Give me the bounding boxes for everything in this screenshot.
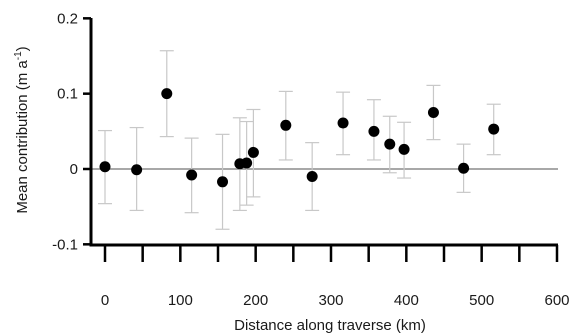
data-point-2 xyxy=(161,88,173,100)
data-point-7 xyxy=(247,146,259,158)
data-point-3 xyxy=(186,169,198,181)
y-tick-label-1: 0 xyxy=(70,161,78,178)
axes-group xyxy=(83,17,559,262)
x-tick-label-3: 300 xyxy=(318,292,343,309)
x-tick-label-2: 200 xyxy=(243,292,268,309)
x-tick-label-1: 100 xyxy=(168,292,193,309)
data-point-16 xyxy=(488,123,500,135)
data-point-8 xyxy=(280,119,292,131)
data-points-group xyxy=(99,88,500,188)
y-tick-label-2: 0.1 xyxy=(57,86,78,103)
x-tick-label-6: 600 xyxy=(544,292,569,309)
x-tick-label-4: 400 xyxy=(394,292,419,309)
data-point-1 xyxy=(131,164,143,176)
data-point-15 xyxy=(458,162,470,174)
data-point-10 xyxy=(337,117,349,129)
data-point-9 xyxy=(306,171,318,183)
tick-labels-group: -0.1 0 0.1 0.2 0 100 200 300 400 500 600 xyxy=(52,10,569,309)
x-tick-label-0: 0 xyxy=(101,292,109,309)
x-axis-title: Distance along traverse (km) xyxy=(234,317,426,334)
data-point-14 xyxy=(427,107,439,119)
y-tick-label-0: -0.1 xyxy=(52,236,78,253)
y-axis-title-end: ) xyxy=(14,46,31,51)
data-point-13 xyxy=(398,143,410,155)
data-point-12 xyxy=(384,138,396,150)
data-point-11 xyxy=(368,125,380,137)
x-tick-label-5: 500 xyxy=(469,292,494,309)
y-axis-title-superscript: -1 xyxy=(13,51,24,60)
data-point-0 xyxy=(99,161,111,173)
y-axis-title: Mean contribution (m a-1) xyxy=(13,46,31,213)
error-bars-group xyxy=(98,50,501,230)
y-axis-title-main: Mean contribution (m a xyxy=(14,60,31,214)
data-point-4 xyxy=(217,176,229,188)
y-tick-label-3: 0.2 xyxy=(57,10,78,27)
data-point-6 xyxy=(241,157,253,169)
